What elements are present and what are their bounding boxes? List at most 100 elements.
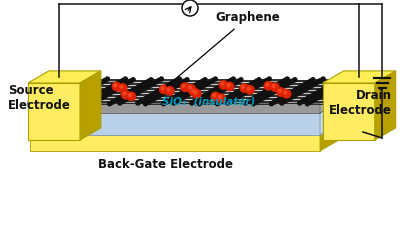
- Circle shape: [254, 84, 258, 89]
- Circle shape: [213, 77, 217, 81]
- Circle shape: [95, 83, 99, 87]
- Circle shape: [62, 97, 66, 101]
- Circle shape: [308, 84, 312, 89]
- Circle shape: [175, 78, 179, 82]
- Circle shape: [200, 79, 204, 83]
- Circle shape: [277, 97, 281, 101]
- Circle shape: [257, 93, 261, 97]
- Circle shape: [102, 94, 106, 98]
- Circle shape: [103, 89, 107, 93]
- Circle shape: [90, 102, 94, 106]
- Circle shape: [239, 93, 243, 97]
- Circle shape: [360, 81, 364, 85]
- Circle shape: [329, 88, 333, 92]
- Circle shape: [275, 99, 279, 103]
- Circle shape: [227, 84, 230, 87]
- Circle shape: [290, 79, 294, 83]
- Circle shape: [167, 88, 170, 91]
- Circle shape: [144, 86, 148, 90]
- Circle shape: [278, 89, 281, 92]
- Circle shape: [300, 99, 304, 104]
- Circle shape: [200, 95, 204, 99]
- Circle shape: [127, 92, 136, 101]
- Circle shape: [36, 96, 40, 101]
- Circle shape: [303, 88, 307, 92]
- Circle shape: [170, 87, 174, 91]
- Circle shape: [198, 81, 202, 85]
- Circle shape: [100, 80, 104, 84]
- Circle shape: [121, 84, 125, 88]
- Circle shape: [113, 88, 117, 92]
- Circle shape: [177, 93, 181, 97]
- Circle shape: [192, 90, 201, 98]
- Circle shape: [120, 99, 124, 104]
- Circle shape: [190, 91, 194, 94]
- Circle shape: [108, 102, 112, 106]
- Circle shape: [242, 85, 245, 88]
- Circle shape: [77, 93, 81, 97]
- Circle shape: [216, 102, 220, 106]
- Circle shape: [270, 91, 274, 95]
- Circle shape: [293, 78, 297, 82]
- Circle shape: [306, 86, 310, 90]
- Circle shape: [290, 90, 294, 94]
- Circle shape: [134, 92, 138, 96]
- Circle shape: [223, 97, 227, 101]
- Circle shape: [298, 101, 302, 105]
- Circle shape: [257, 99, 261, 103]
- Circle shape: [198, 86, 202, 90]
- Circle shape: [46, 96, 50, 100]
- Circle shape: [152, 92, 156, 96]
- Circle shape: [62, 87, 66, 91]
- Circle shape: [182, 79, 186, 83]
- Text: Drain
Electrode: Drain Electrode: [329, 89, 392, 117]
- Circle shape: [156, 94, 160, 98]
- Circle shape: [228, 99, 232, 104]
- Circle shape: [162, 102, 166, 106]
- Circle shape: [267, 77, 271, 81]
- Circle shape: [110, 100, 114, 104]
- Polygon shape: [30, 81, 358, 103]
- Circle shape: [126, 96, 130, 101]
- Circle shape: [180, 81, 184, 85]
- Circle shape: [205, 97, 209, 101]
- Circle shape: [252, 102, 256, 106]
- Circle shape: [282, 99, 286, 104]
- Circle shape: [239, 78, 243, 82]
- Circle shape: [331, 81, 335, 86]
- Circle shape: [192, 89, 196, 93]
- Circle shape: [308, 95, 312, 99]
- Circle shape: [106, 77, 110, 81]
- Circle shape: [182, 84, 185, 88]
- Circle shape: [116, 87, 120, 91]
- Circle shape: [295, 92, 299, 96]
- Circle shape: [59, 83, 63, 87]
- Circle shape: [277, 87, 281, 91]
- Circle shape: [282, 94, 286, 98]
- Circle shape: [72, 91, 76, 95]
- Circle shape: [221, 82, 224, 85]
- Circle shape: [121, 78, 125, 82]
- Circle shape: [288, 96, 292, 101]
- Circle shape: [331, 97, 335, 101]
- Circle shape: [87, 98, 91, 102]
- Circle shape: [318, 78, 322, 82]
- Circle shape: [239, 88, 243, 92]
- Circle shape: [188, 86, 191, 89]
- Circle shape: [290, 95, 294, 99]
- Circle shape: [226, 101, 230, 105]
- Polygon shape: [80, 71, 101, 140]
- Circle shape: [219, 81, 228, 89]
- Circle shape: [141, 98, 145, 102]
- Circle shape: [131, 88, 135, 92]
- Circle shape: [311, 93, 315, 97]
- Circle shape: [357, 82, 361, 86]
- Circle shape: [100, 91, 104, 94]
- Circle shape: [271, 83, 279, 91]
- Circle shape: [128, 95, 132, 99]
- Circle shape: [90, 86, 94, 90]
- Circle shape: [151, 97, 155, 101]
- Circle shape: [275, 88, 279, 92]
- Circle shape: [167, 88, 171, 92]
- Circle shape: [146, 79, 150, 83]
